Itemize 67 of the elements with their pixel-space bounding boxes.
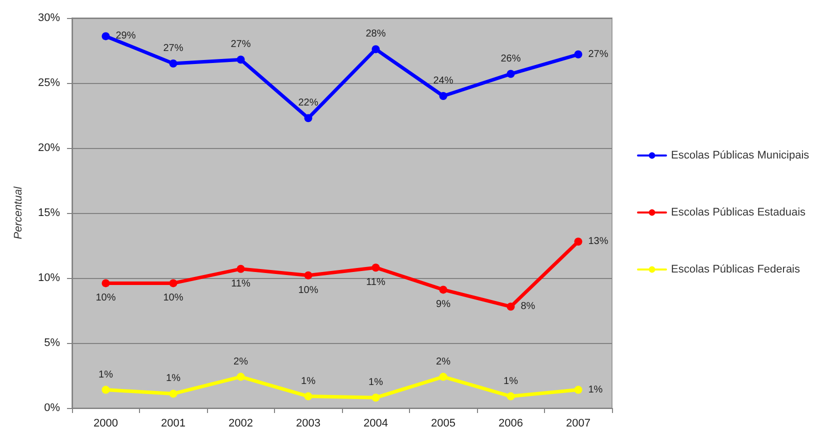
point — [506, 302, 515, 311]
data-label: 11% — [231, 278, 250, 290]
data-label: 24% — [433, 76, 454, 86]
x-tick-label: 2005 — [431, 418, 456, 430]
point — [236, 372, 245, 381]
data-label: 1% — [588, 384, 603, 396]
point — [102, 279, 110, 288]
data-label: 13% — [588, 236, 608, 248]
x-tick-label: 2006 — [498, 418, 523, 430]
data-label: 28% — [366, 28, 386, 40]
x-tick-label: 2004 — [364, 418, 388, 430]
y-tick-label: 25% — [38, 77, 60, 89]
data-label: 1% — [504, 376, 518, 387]
point — [439, 372, 448, 381]
data-label: 1% — [166, 373, 181, 384]
point — [102, 386, 110, 394]
x-tick-label: 2002 — [228, 418, 253, 430]
point — [372, 394, 380, 402]
data-label: 27% — [163, 43, 184, 54]
y-tick-label: 30% — [38, 12, 60, 24]
data-label: 1% — [301, 376, 316, 387]
data-label: 1% — [98, 369, 114, 380]
x-tick-label: 2001 — [161, 418, 186, 430]
legend-label: Escolas Públicas Federais — [671, 264, 801, 276]
data-label: 1% — [368, 377, 384, 388]
point — [506, 392, 515, 400]
data-label: 22% — [298, 98, 318, 109]
point — [169, 60, 178, 68]
legend-label: Escolas Públicas Municipais — [671, 150, 810, 162]
data-label: 27% — [230, 39, 251, 50]
data-label: 26% — [500, 53, 521, 64]
data-label: 10% — [163, 292, 184, 304]
point — [506, 70, 515, 78]
data-label: 2% — [436, 356, 451, 368]
data-label: 9% — [436, 299, 451, 310]
x-tick-label: 2000 — [94, 418, 118, 430]
data-label: 10% — [96, 292, 116, 304]
data-label: 10% — [298, 284, 318, 296]
legend-label: Escolas Públicas Estaduais — [671, 206, 806, 218]
point — [304, 114, 312, 122]
x-tick-label: 2007 — [566, 418, 590, 430]
point — [304, 392, 312, 400]
data-label: 2% — [234, 356, 248, 368]
point — [574, 50, 582, 58]
point — [304, 271, 312, 280]
data-label: 29% — [116, 30, 136, 42]
data-label: 8% — [520, 301, 536, 312]
y-tick-label: 0% — [44, 402, 60, 414]
data-label: 27% — [588, 48, 608, 60]
point — [102, 32, 110, 40]
point — [169, 279, 178, 288]
point — [574, 386, 582, 394]
y-axis-title: Percentual — [12, 186, 24, 240]
point — [574, 238, 582, 246]
point — [439, 286, 448, 294]
point — [169, 390, 178, 398]
x-tick-label: 2003 — [296, 418, 320, 430]
y-tick-label: 5% — [44, 337, 60, 349]
point — [372, 264, 380, 272]
point — [439, 92, 448, 100]
point — [372, 45, 380, 54]
point — [236, 264, 245, 273]
data-label: 11% — [366, 277, 386, 288]
point — [236, 56, 245, 64]
y-tick-label: 15% — [38, 207, 60, 219]
y-tick-label: 20% — [38, 142, 60, 154]
y-tick-label: 10% — [38, 272, 60, 284]
